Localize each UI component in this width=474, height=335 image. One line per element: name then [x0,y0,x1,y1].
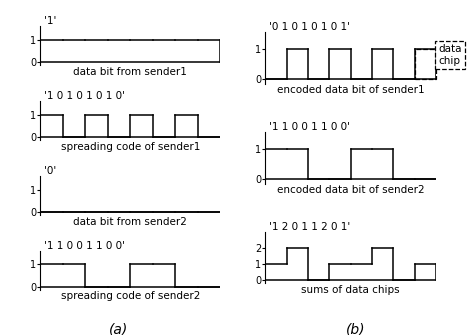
Text: '1': '1' [44,16,56,26]
X-axis label: sums of data chips: sums of data chips [301,285,400,295]
X-axis label: spreading code of sender1: spreading code of sender1 [61,142,200,151]
Text: '1 1 0 0 1 1 0 0': '1 1 0 0 1 1 0 0' [269,122,350,132]
X-axis label: encoded data bit of sender1: encoded data bit of sender1 [277,85,425,95]
X-axis label: data bit from sender2: data bit from sender2 [73,216,187,226]
Text: '0': '0' [44,166,56,176]
Text: '1 2 0 1 1 2 0 1': '1 2 0 1 1 2 0 1' [269,221,350,231]
Text: '1 0 1 0 1 0 1 0': '1 0 1 0 1 0 1 0' [44,91,125,101]
Text: data
chip: data chip [438,44,462,66]
X-axis label: spreading code of sender2: spreading code of sender2 [61,291,200,302]
Text: (b): (b) [346,322,365,335]
X-axis label: encoded data bit of sender2: encoded data bit of sender2 [277,185,425,195]
Text: (a): (a) [109,322,128,335]
Text: '0 1 0 1 0 1 0 1': '0 1 0 1 0 1 0 1' [269,22,350,31]
Bar [415,50,436,79]
X-axis label: data bit from sender1: data bit from sender1 [73,67,187,77]
Text: '1 1 0 0 1 1 0 0': '1 1 0 0 1 1 0 0' [44,241,125,251]
